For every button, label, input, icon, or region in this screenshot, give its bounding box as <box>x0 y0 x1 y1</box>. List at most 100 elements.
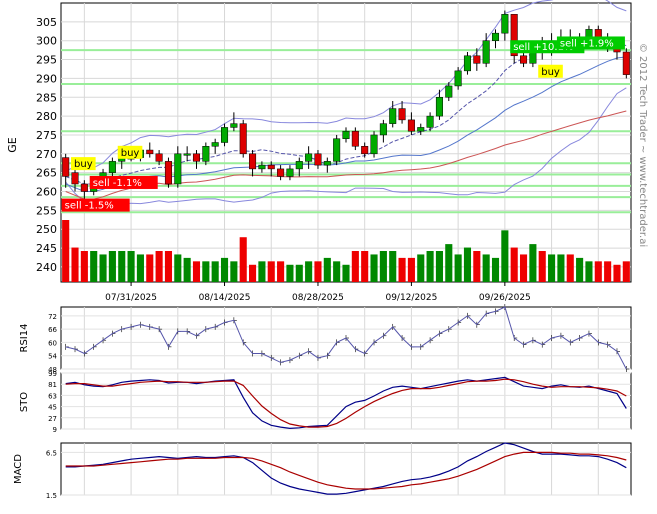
volume-bar <box>277 261 285 282</box>
volume-bar <box>239 237 247 282</box>
volume-bar <box>491 257 500 282</box>
price-ytick-label: 305 <box>36 16 57 29</box>
candle-body <box>491 32 500 41</box>
annotation-label: sell +1.9% <box>560 38 614 49</box>
macd-series-1 <box>65 442 627 495</box>
volume-bar <box>361 251 369 282</box>
volume-bar <box>146 254 154 282</box>
candle-body <box>323 161 331 166</box>
rsi-ytick-label: 48 <box>48 366 57 374</box>
volume-bar <box>379 251 387 282</box>
volume-bar <box>183 257 191 282</box>
macd-lines <box>65 442 627 495</box>
candle-body <box>80 183 88 192</box>
volume-bar <box>501 230 509 282</box>
volume-bar <box>566 254 574 282</box>
axis-ticks: 240 245 250 255 260 265 270 275 280 285 290 295 300 3… <box>36 16 531 500</box>
volume-bar <box>557 254 565 282</box>
price-overlays <box>65 0 627 205</box>
volume-bars <box>62 220 630 282</box>
volume-bar <box>258 261 266 282</box>
volume-bar <box>342 264 350 282</box>
volume-bar <box>370 254 378 282</box>
volume-bar <box>164 251 173 282</box>
price-ytick-label: 240 <box>36 261 57 274</box>
candle-body <box>520 55 528 64</box>
volume-bar <box>90 251 98 282</box>
volume-bar <box>333 261 341 282</box>
macd-series-2 <box>65 451 627 490</box>
volume-bar <box>286 264 294 282</box>
volume-bar <box>417 254 425 282</box>
candle-body <box>164 161 172 185</box>
moving-average-mid <box>65 56 627 192</box>
candle-body <box>146 149 154 155</box>
price-ytick-label: 260 <box>36 186 57 199</box>
candle-body <box>314 153 322 166</box>
annotation-box <box>538 64 563 78</box>
candle-body <box>454 70 462 87</box>
candle-body <box>108 161 116 173</box>
candle-body <box>286 168 294 177</box>
price-ytick-label: 280 <box>36 110 57 123</box>
volume-bar <box>202 261 210 282</box>
candle-body <box>202 146 210 162</box>
candle-body <box>445 85 453 98</box>
volume-bar <box>192 261 201 282</box>
volume-bar <box>604 261 612 282</box>
volume-bar <box>351 251 359 282</box>
volume-bar <box>305 261 313 282</box>
candle-body <box>249 153 257 170</box>
volume-bar <box>594 261 602 282</box>
candle-body <box>305 153 313 162</box>
sto-panel-ylabel: STO <box>19 392 30 412</box>
watermark-text: © 2012 Tech Trader ~ www.techtrader.ai <box>637 43 648 247</box>
volume-bar <box>155 251 163 282</box>
candle-body <box>463 55 471 72</box>
volume-bar <box>548 254 556 282</box>
price-ytick-label: 250 <box>36 223 57 236</box>
candle-body <box>585 29 593 38</box>
candle-body <box>501 14 509 34</box>
volume-bar <box>108 251 116 282</box>
volume-bar <box>389 251 397 282</box>
macd-ytick-label: 1.5 <box>46 492 57 500</box>
moving-average-short <box>65 42 627 185</box>
volume-bar <box>529 244 537 282</box>
price-ytick-label: 275 <box>36 129 57 142</box>
candle-body <box>361 146 369 155</box>
sto-ytick-label: 81 <box>48 381 57 389</box>
annotation-box <box>71 157 96 171</box>
candle-body <box>435 97 443 117</box>
annotation-label: sell +10.1% <box>513 42 573 53</box>
volume-bar <box>211 261 219 282</box>
price-ytick-label: 265 <box>36 167 57 180</box>
volume-bar <box>99 254 107 282</box>
xtick-label: 09/12/2025 <box>385 293 437 303</box>
volume-bar <box>174 254 182 282</box>
volume-bar <box>136 254 144 282</box>
volume-bar <box>323 257 331 282</box>
candle-body <box>398 108 406 121</box>
sto-ytick-label: 63 <box>48 392 57 400</box>
volume-bar <box>314 261 322 282</box>
price-ytick-label: 300 <box>36 35 57 48</box>
annotation-label: buy <box>541 67 560 78</box>
volume-bar <box>519 254 528 282</box>
candle-body <box>379 123 387 136</box>
candle-body <box>211 142 219 147</box>
candle-body <box>239 123 247 155</box>
volume-bar <box>249 264 257 282</box>
volume-bar <box>220 257 229 282</box>
volume-bar <box>482 254 490 282</box>
volume-bar <box>118 251 126 282</box>
rsi-series-line <box>65 306 627 370</box>
volume-bar <box>585 261 593 282</box>
price-ytick-label: 295 <box>36 54 57 67</box>
volume-bar <box>426 251 434 282</box>
volume-bar <box>398 257 406 282</box>
candle-body <box>277 168 285 177</box>
sto-ytick-label: 99 <box>48 370 57 378</box>
